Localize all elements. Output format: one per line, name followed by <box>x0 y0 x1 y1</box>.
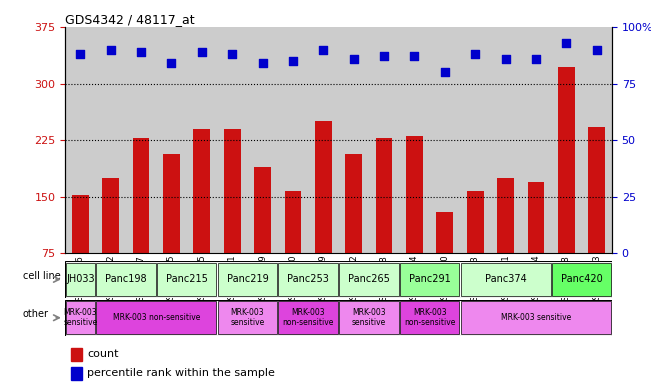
Point <box>257 60 268 66</box>
Bar <box>339 263 398 296</box>
Bar <box>461 263 551 296</box>
Bar <box>217 263 277 296</box>
Bar <box>490 27 521 253</box>
Bar <box>254 167 271 310</box>
Point <box>75 51 85 57</box>
Bar <box>96 301 216 334</box>
Bar <box>224 129 240 310</box>
Bar <box>406 136 423 310</box>
Bar <box>66 263 95 296</box>
Text: GDS4342 / 48117_at: GDS4342 / 48117_at <box>65 13 195 26</box>
Text: cell line: cell line <box>23 271 61 281</box>
Bar <box>133 138 150 310</box>
Bar <box>376 138 393 310</box>
Text: Panc219: Panc219 <box>227 274 268 285</box>
Bar <box>126 27 156 253</box>
Bar <box>72 195 89 310</box>
Point <box>348 56 359 62</box>
Text: MRK-003
sensitive: MRK-003 sensitive <box>63 308 98 328</box>
Text: Panc374: Panc374 <box>485 274 527 285</box>
Text: Panc265: Panc265 <box>348 274 390 285</box>
Point <box>136 49 146 55</box>
Bar <box>308 27 339 253</box>
Point <box>105 46 116 53</box>
Bar <box>217 301 277 334</box>
Text: percentile rank within the sample: percentile rank within the sample <box>87 368 275 379</box>
Bar <box>315 121 331 310</box>
Point <box>227 51 238 57</box>
Point <box>592 46 602 53</box>
Point <box>470 51 480 57</box>
Point <box>318 46 329 53</box>
Bar <box>279 301 338 334</box>
Bar <box>430 27 460 253</box>
Text: count: count <box>87 349 118 359</box>
Bar <box>157 263 216 296</box>
Point <box>439 69 450 75</box>
Text: MRK-003
non-sensitive: MRK-003 non-sensitive <box>404 308 455 328</box>
Bar <box>247 27 278 253</box>
Bar <box>497 178 514 310</box>
Text: MRK-003
sensitive: MRK-003 sensitive <box>230 308 264 328</box>
Bar <box>193 129 210 310</box>
Bar <box>400 263 460 296</box>
Bar <box>552 263 611 296</box>
Point <box>288 58 298 64</box>
Bar <box>70 367 81 380</box>
Bar <box>399 27 430 253</box>
Point <box>501 56 511 62</box>
Bar <box>339 301 398 334</box>
Bar <box>66 301 95 334</box>
Text: other: other <box>23 309 49 319</box>
Point <box>197 49 207 55</box>
Bar <box>70 348 81 361</box>
Bar <box>345 154 362 310</box>
Bar <box>436 212 453 310</box>
Bar <box>278 27 308 253</box>
Bar <box>156 27 187 253</box>
Bar <box>521 27 551 253</box>
Text: MRK-003
sensitive: MRK-003 sensitive <box>352 308 386 328</box>
Text: MRK-003 non-sensitive: MRK-003 non-sensitive <box>113 313 200 322</box>
Bar <box>558 67 575 310</box>
Point <box>531 56 541 62</box>
Text: Panc198: Panc198 <box>105 274 146 285</box>
Bar <box>467 191 484 310</box>
Bar <box>65 27 96 253</box>
Bar <box>339 27 369 253</box>
Bar <box>96 263 156 296</box>
Bar <box>461 301 611 334</box>
Text: MRK-003 sensitive: MRK-003 sensitive <box>501 313 571 322</box>
Bar <box>460 27 490 253</box>
Bar <box>96 27 126 253</box>
Bar <box>369 27 399 253</box>
Bar <box>551 27 581 253</box>
Bar <box>589 127 605 310</box>
Text: Panc215: Panc215 <box>166 274 208 285</box>
Text: MRK-003
non-sensitive: MRK-003 non-sensitive <box>283 308 334 328</box>
Bar <box>187 27 217 253</box>
Point <box>561 40 572 46</box>
Text: Panc253: Panc253 <box>287 274 329 285</box>
Bar <box>163 154 180 310</box>
Point <box>379 53 389 60</box>
Bar <box>102 178 119 310</box>
Text: JH033: JH033 <box>66 274 94 285</box>
Bar <box>284 191 301 310</box>
Point <box>166 60 176 66</box>
Text: Panc291: Panc291 <box>409 274 450 285</box>
Bar <box>400 301 460 334</box>
Bar <box>217 27 247 253</box>
Bar <box>279 263 338 296</box>
Bar <box>527 182 544 310</box>
Bar <box>581 27 612 253</box>
Text: Panc420: Panc420 <box>561 274 602 285</box>
Point <box>409 53 420 60</box>
